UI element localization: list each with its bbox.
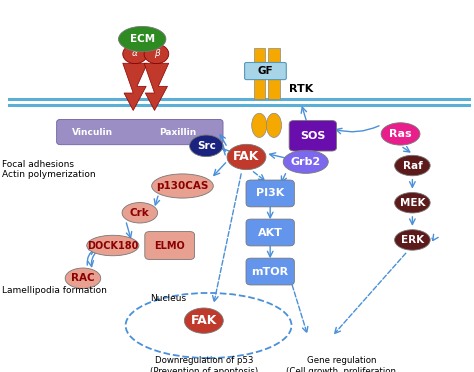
Text: Gene regulation
(Cell growth, proliferation
and motility/invasion): Gene regulation (Cell growth, proliferat…	[286, 356, 396, 372]
FancyBboxPatch shape	[245, 62, 286, 80]
FancyBboxPatch shape	[145, 231, 194, 260]
Text: α: α	[132, 49, 138, 58]
Ellipse shape	[252, 113, 267, 138]
FancyBboxPatch shape	[246, 180, 294, 207]
Text: Lamellipodia formation: Lamellipodia formation	[2, 286, 107, 295]
Text: p130CAS: p130CAS	[156, 181, 209, 191]
Polygon shape	[144, 63, 169, 110]
Text: Paxillin: Paxillin	[159, 128, 196, 137]
Text: mTOR: mTOR	[252, 267, 289, 276]
FancyBboxPatch shape	[246, 258, 294, 285]
Ellipse shape	[87, 235, 139, 256]
FancyBboxPatch shape	[246, 219, 294, 246]
Ellipse shape	[394, 155, 430, 176]
Ellipse shape	[122, 202, 157, 223]
Text: Src: Src	[197, 141, 216, 151]
Ellipse shape	[123, 44, 147, 64]
Ellipse shape	[152, 174, 213, 198]
Ellipse shape	[144, 44, 169, 64]
Text: DOCK180: DOCK180	[87, 241, 138, 250]
Ellipse shape	[65, 268, 100, 289]
Text: FAK: FAK	[233, 151, 260, 163]
Text: Grb2: Grb2	[291, 157, 321, 167]
Text: ERK: ERK	[401, 235, 424, 245]
Text: Downregulation of p53
(Prevention of apoptosis): Downregulation of p53 (Prevention of apo…	[150, 356, 258, 372]
FancyBboxPatch shape	[57, 119, 223, 145]
Text: RTK: RTK	[289, 84, 313, 93]
Text: Ras: Ras	[389, 129, 412, 139]
Polygon shape	[123, 63, 147, 110]
Ellipse shape	[227, 144, 266, 170]
Text: SOS: SOS	[300, 131, 326, 141]
FancyBboxPatch shape	[289, 121, 337, 151]
Text: AKT: AKT	[258, 228, 283, 237]
Text: ECM: ECM	[129, 34, 155, 44]
Text: ELMO: ELMO	[155, 241, 185, 250]
Ellipse shape	[394, 193, 430, 213]
Ellipse shape	[184, 308, 223, 333]
Text: PI3K: PI3K	[256, 189, 284, 198]
Text: β: β	[154, 49, 159, 58]
Text: MEK: MEK	[400, 198, 425, 208]
Text: RAC: RAC	[71, 273, 95, 283]
Ellipse shape	[266, 113, 282, 138]
Ellipse shape	[381, 123, 420, 145]
Text: Nucleus: Nucleus	[150, 294, 186, 303]
Text: Vinculin: Vinculin	[72, 128, 113, 137]
Text: FAK: FAK	[191, 314, 217, 327]
Ellipse shape	[190, 135, 223, 157]
Text: Focal adhesions
Actin polymerization: Focal adhesions Actin polymerization	[2, 160, 96, 179]
Text: Raf: Raf	[402, 161, 422, 170]
Ellipse shape	[283, 150, 328, 173]
Ellipse shape	[394, 230, 430, 250]
Bar	[268, 48, 280, 99]
Ellipse shape	[118, 26, 166, 52]
Text: Crk: Crk	[130, 208, 150, 218]
Bar	[254, 48, 265, 99]
Text: GF: GF	[258, 66, 273, 76]
